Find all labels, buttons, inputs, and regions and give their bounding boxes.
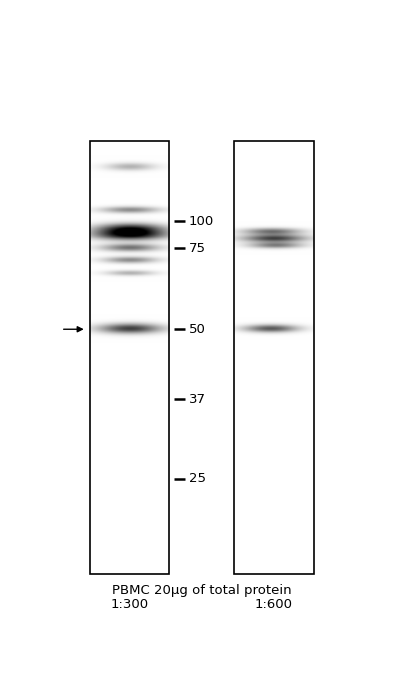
Text: 75: 75	[189, 242, 206, 255]
Text: 1:300: 1:300	[111, 598, 149, 610]
Text: 50: 50	[189, 323, 206, 336]
Text: 37: 37	[189, 393, 206, 406]
Text: 1:600: 1:600	[255, 598, 293, 610]
Text: 25: 25	[189, 472, 206, 485]
Text: 100: 100	[189, 215, 214, 228]
Bar	[234, 141, 314, 575]
Text: PBMC 20μg of total protein: PBMC 20μg of total protein	[112, 584, 292, 597]
Bar	[90, 141, 169, 575]
